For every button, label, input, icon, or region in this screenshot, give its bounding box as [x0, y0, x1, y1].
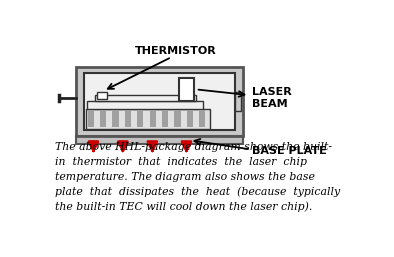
- Bar: [76, 67, 243, 136]
- Bar: [87, 101, 203, 109]
- Text: BASE PLATE: BASE PLATE: [252, 146, 327, 156]
- Bar: [187, 110, 193, 127]
- Text: LASER
BEAM: LASER BEAM: [252, 87, 292, 109]
- Bar: [150, 110, 156, 127]
- Text: in  thermistor  that  indicates  the  laser  chip: in thermistor that indicates the laser c…: [55, 157, 307, 167]
- Bar: [84, 73, 235, 130]
- Bar: [235, 93, 242, 111]
- Bar: [95, 95, 196, 101]
- Text: temperature. The diagram also shows the base: temperature. The diagram also shows the …: [55, 172, 314, 182]
- Text: The above HHL-package diagram shows the built-: The above HHL-package diagram shows the …: [55, 142, 332, 152]
- Bar: [199, 110, 205, 127]
- Bar: [76, 67, 243, 136]
- Bar: [137, 110, 143, 127]
- Bar: [97, 92, 108, 99]
- Text: plate  that  dissipates  the  heat  (because  typically: plate that dissipates the heat (because …: [55, 187, 340, 197]
- Bar: [174, 110, 180, 127]
- Bar: [125, 110, 131, 127]
- Text: the built-in TEC will cool down the laser chip).: the built-in TEC will cool down the lase…: [55, 202, 312, 212]
- Bar: [112, 110, 119, 127]
- Bar: [162, 110, 168, 127]
- Bar: [100, 110, 106, 127]
- Bar: [85, 109, 210, 129]
- Text: THERMISTOR: THERMISTOR: [135, 46, 216, 56]
- Bar: [178, 78, 194, 101]
- Bar: [87, 110, 94, 127]
- Bar: [76, 136, 243, 144]
